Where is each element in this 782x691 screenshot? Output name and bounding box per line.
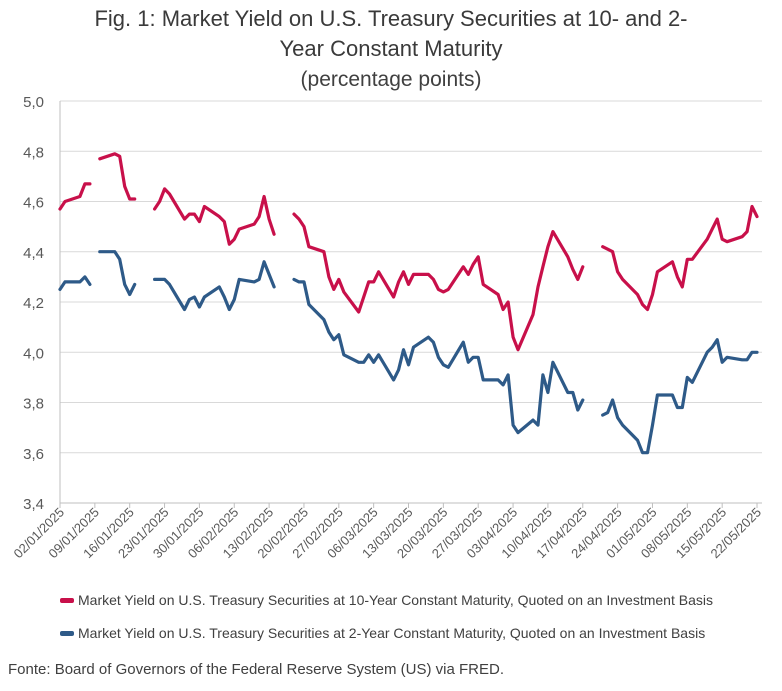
legend-label-10-year: Market Yield on U.S. Treasury Securities… (78, 592, 713, 608)
y-tick-label: 5,0 (23, 94, 44, 111)
y-tick-label: 4,2 (23, 295, 44, 312)
legend-swatch-10-year (60, 597, 74, 603)
series-line-10-year (58, 182, 92, 211)
source-note: Fonte: Board of Governors of the Federal… (8, 661, 505, 678)
y-tick-label: 3,4 (23, 496, 44, 513)
series-line-10-year (98, 152, 137, 201)
y-tick-label: 4,8 (23, 144, 44, 161)
legend-swatch-2-year (60, 630, 74, 636)
legend-item-10-year: Market Yield on U.S. Treasury Securities… (60, 589, 713, 611)
y-tick-label: 3,8 (23, 396, 44, 413)
legend-item-2-year: Market Yield on U.S. Treasury Securities… (60, 622, 705, 644)
chart-subtitle: (percentage points) (300, 68, 482, 91)
y-tick-label: 4,0 (23, 345, 44, 362)
series-line-2-year (98, 250, 137, 297)
y-tick-label: 4,4 (23, 245, 44, 262)
series-line-10-year (601, 204, 759, 312)
series-line-2-year (153, 260, 276, 312)
series-line-2-year (292, 277, 585, 435)
series-line-2-year (58, 275, 92, 291)
chart-title-line1: Fig. 1: Market Yield on U.S. Treasury Se… (94, 6, 688, 31)
legend-label-2-year: Market Yield on U.S. Treasury Securities… (78, 625, 706, 641)
series-line-10-year (153, 187, 276, 246)
series-line-10-year (292, 212, 585, 352)
chart-title-line2: Year Constant Maturity (279, 36, 503, 61)
series-line-2-year (601, 338, 759, 455)
y-tick-label: 3,6 (23, 446, 44, 463)
y-tick-label: 4,6 (23, 195, 44, 212)
line-chart: 3,43,63,84,04,24,44,64,85,002/01/202509/… (10, 94, 764, 561)
